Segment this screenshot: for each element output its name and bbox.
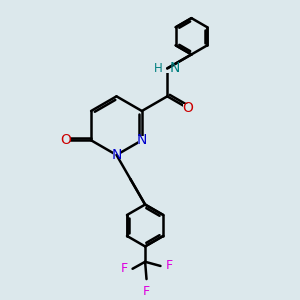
Text: F: F (166, 260, 172, 272)
Bar (160, 64, 175, 73)
Text: N: N (170, 61, 180, 75)
Text: F: F (143, 285, 150, 298)
Text: N: N (111, 148, 122, 162)
Bar (112, 151, 120, 159)
Bar (61, 136, 70, 145)
Text: O: O (182, 101, 193, 115)
Text: O: O (61, 133, 71, 147)
Bar (138, 136, 146, 144)
Text: N: N (137, 133, 147, 147)
Text: H: H (154, 62, 162, 75)
Text: F: F (120, 262, 128, 275)
Bar (183, 104, 192, 113)
